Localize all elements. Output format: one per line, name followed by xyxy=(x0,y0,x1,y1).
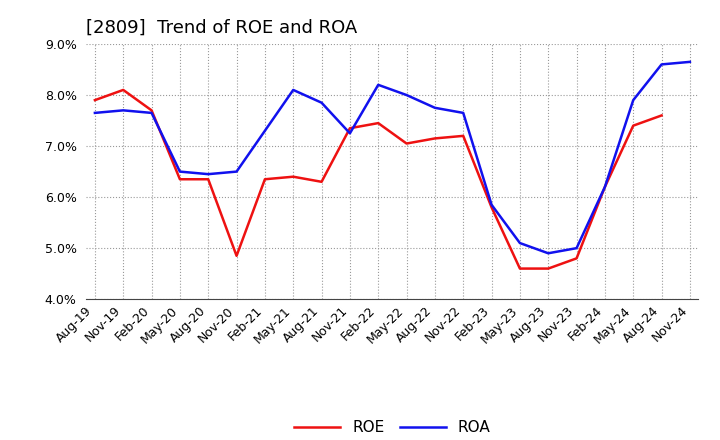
ROA xyxy=(657,62,666,67)
ROE xyxy=(600,184,609,190)
Legend: ROE, ROA: ROE, ROA xyxy=(288,414,497,440)
ROA xyxy=(572,246,581,251)
ROA xyxy=(289,87,297,92)
ROE xyxy=(431,136,439,141)
ROE xyxy=(374,121,382,126)
ROE xyxy=(318,179,326,184)
ROA xyxy=(487,202,496,207)
ROE xyxy=(346,125,354,131)
ROE xyxy=(487,205,496,210)
ROE xyxy=(261,176,269,182)
ROE xyxy=(119,87,127,92)
ROE xyxy=(233,253,241,258)
ROE xyxy=(629,123,637,128)
ROE xyxy=(459,133,467,139)
ROA xyxy=(629,98,637,103)
ROA xyxy=(544,251,552,256)
ROE xyxy=(91,98,99,103)
ROA xyxy=(685,59,694,65)
ROE xyxy=(657,113,666,118)
ROA xyxy=(431,105,439,110)
ROA xyxy=(148,110,156,116)
ROA xyxy=(261,128,269,133)
Line: ROA: ROA xyxy=(95,62,690,253)
ROE xyxy=(148,108,156,113)
ROA xyxy=(91,110,99,116)
ROA xyxy=(204,172,212,177)
ROA xyxy=(318,100,326,105)
ROE xyxy=(402,141,411,146)
ROA xyxy=(402,92,411,98)
ROA xyxy=(176,169,184,174)
Text: [2809]  Trend of ROE and ROA: [2809] Trend of ROE and ROA xyxy=(86,19,358,37)
ROE xyxy=(544,266,552,271)
ROA xyxy=(459,110,467,116)
ROA xyxy=(516,240,524,246)
ROA xyxy=(119,108,127,113)
ROE xyxy=(516,266,524,271)
ROE xyxy=(572,256,581,261)
Line: ROE: ROE xyxy=(95,90,662,268)
ROA xyxy=(600,184,609,190)
ROE xyxy=(204,176,212,182)
ROA xyxy=(374,82,382,88)
ROA xyxy=(346,131,354,136)
ROE xyxy=(289,174,297,180)
ROA xyxy=(233,169,241,174)
ROE xyxy=(176,176,184,182)
